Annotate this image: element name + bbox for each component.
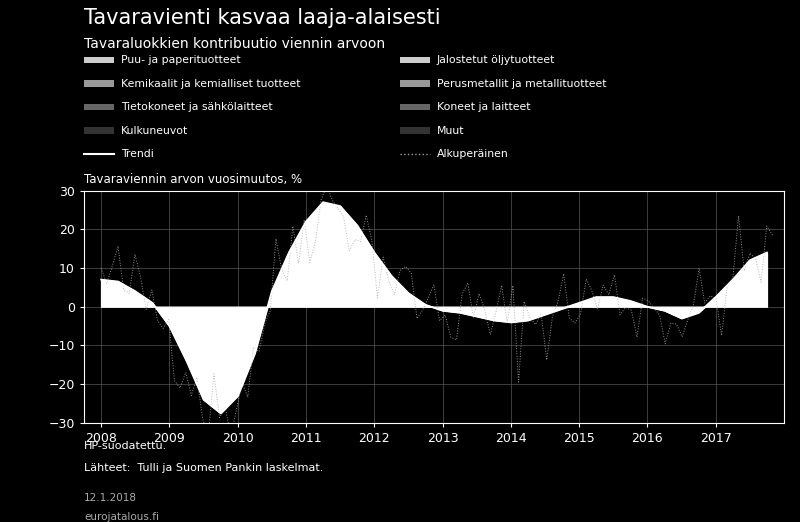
- Text: 12.1.2018: 12.1.2018: [84, 493, 137, 503]
- Text: Koneet ja laitteet: Koneet ja laitteet: [437, 102, 530, 112]
- Text: Puu- ja paperituotteet: Puu- ja paperituotteet: [121, 55, 241, 65]
- Text: Tietokoneet ja sähkölaitteet: Tietokoneet ja sähkölaitteet: [121, 102, 273, 112]
- Text: Perusmetallit ja metallituotteet: Perusmetallit ja metallituotteet: [437, 78, 606, 89]
- Text: Muut: Muut: [437, 125, 464, 136]
- Text: Tavaravienti kasvaa laaja-alaisesti: Tavaravienti kasvaa laaja-alaisesti: [84, 8, 441, 28]
- Text: Tavaraviennin arvon vuosimuutos, %: Tavaraviennin arvon vuosimuutos, %: [84, 173, 302, 186]
- Text: Kemikaalit ja kemialliset tuotteet: Kemikaalit ja kemialliset tuotteet: [121, 78, 300, 89]
- Text: Tavaraluokkien kontribuutio viennin arvoon: Tavaraluokkien kontribuutio viennin arvo…: [84, 37, 385, 51]
- Text: Jalostetut öljytuotteet: Jalostetut öljytuotteet: [437, 55, 555, 65]
- Text: HP-suodatettu.: HP-suodatettu.: [84, 441, 167, 451]
- Text: Lähteet:  Tulli ja Suomen Pankin laskelmat.: Lähteet: Tulli ja Suomen Pankin laskelma…: [84, 463, 323, 473]
- Text: Trendi: Trendi: [121, 149, 154, 159]
- Text: Alkuperäinen: Alkuperäinen: [437, 149, 509, 159]
- Text: Kulkuneuvot: Kulkuneuvot: [121, 125, 188, 136]
- Text: eurojatalous.fi: eurojatalous.fi: [84, 512, 159, 521]
